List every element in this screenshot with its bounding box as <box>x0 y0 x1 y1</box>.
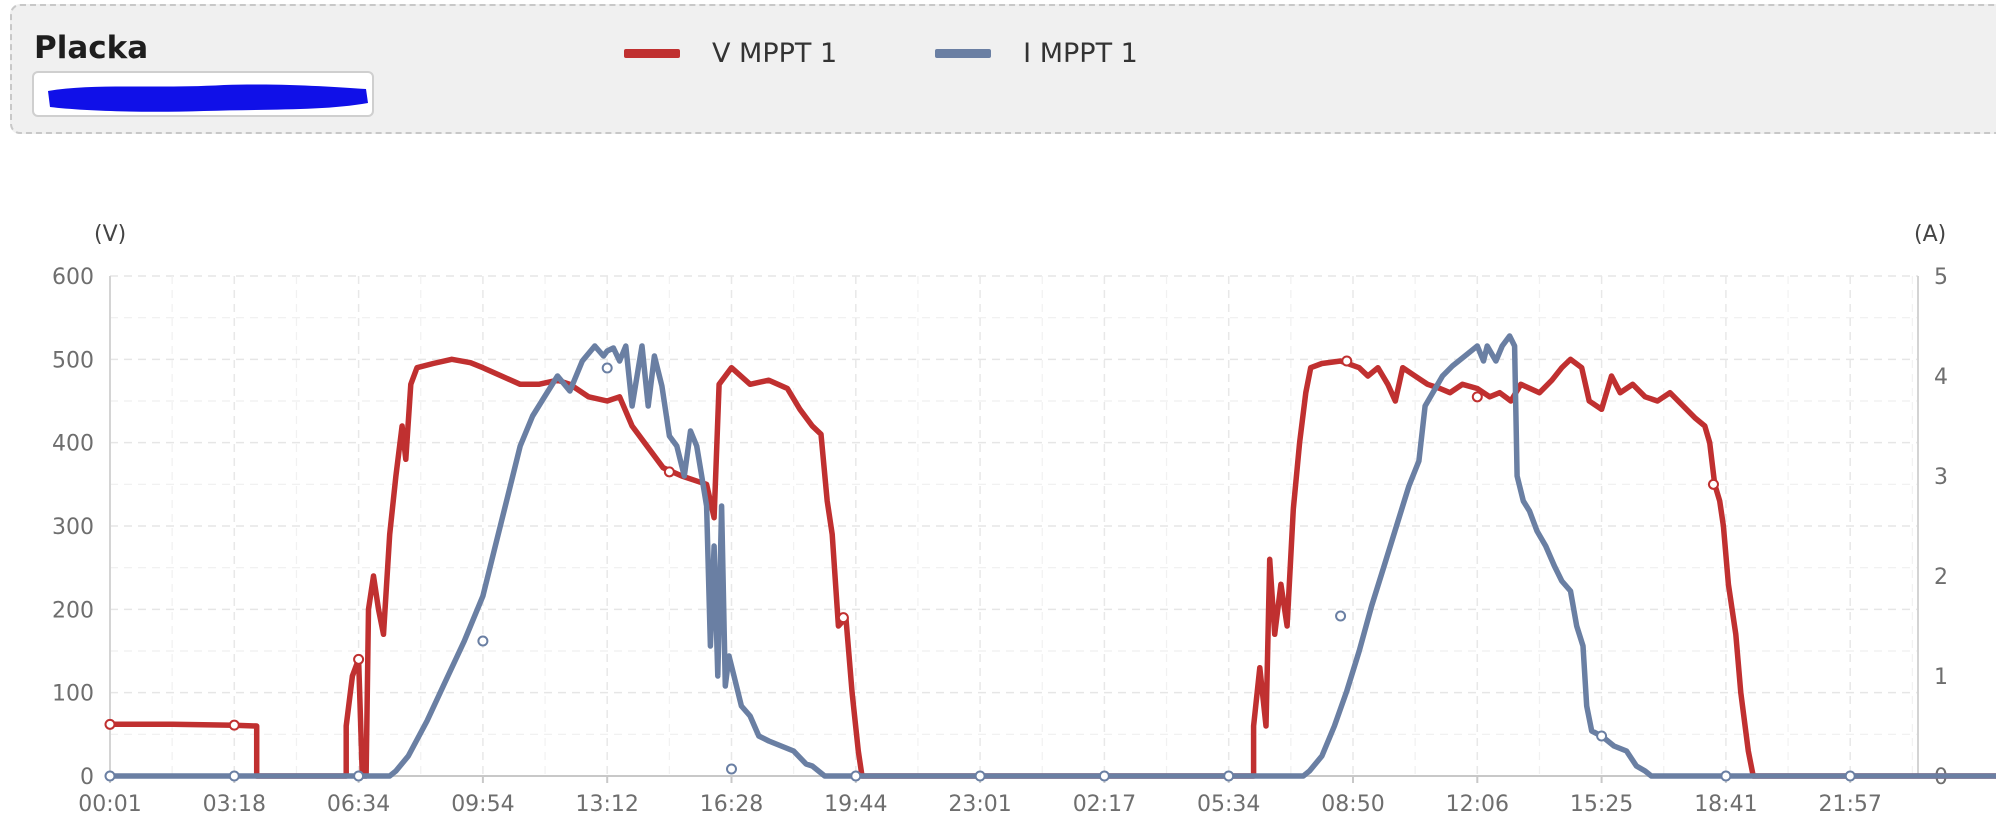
x-tick-label: 05:34 <box>1197 792 1260 817</box>
data-point-v-mppt-1 <box>1341 355 1353 367</box>
y-left-tick-label: 100 <box>52 682 94 707</box>
legend-item-i-mppt-1[interactable]: I MPPT 1 <box>935 38 1138 69</box>
x-tick-label: 12:06 <box>1446 792 1509 817</box>
data-point-v-mppt-1 <box>663 466 675 478</box>
x-tick-label: 06:34 <box>327 792 390 817</box>
x-tick-label: 18:41 <box>1694 792 1757 817</box>
y-left-tick-label: 300 <box>52 515 94 540</box>
y-left-tick-label: 600 <box>52 265 94 290</box>
x-tick-label: 03:18 <box>203 792 266 817</box>
series-line-i-mppt-1 <box>107 333 1996 779</box>
chart-grid <box>110 275 1918 777</box>
y-left-tick-label: 500 <box>52 348 94 373</box>
data-point-i-mppt-1 <box>1098 770 1110 782</box>
y-left-tick-label: 200 <box>52 598 94 623</box>
filter-panel: Placka V MPPT 1 I MPPT 1 <box>10 4 1996 134</box>
x-tick-label: 16:28 <box>700 792 763 817</box>
chart-series <box>107 333 1996 779</box>
legend-swatch-v-mppt-1 <box>624 49 680 58</box>
data-point-i-mppt-1 <box>974 770 986 782</box>
chart-markers <box>104 355 1856 782</box>
x-tick-label: 08:50 <box>1321 792 1384 817</box>
data-point-v-mppt-1 <box>353 653 365 665</box>
y-right-tick-label: 4 <box>1934 365 1948 390</box>
y-left-tick-label: 400 <box>52 432 94 457</box>
legend-label-v-mppt-1: V MPPT 1 <box>712 38 838 69</box>
y-right-unit: (A) <box>1914 222 1946 247</box>
legend-swatch-i-mppt-1 <box>935 49 992 58</box>
x-tick-label: 15:25 <box>1570 792 1633 817</box>
data-point-i-mppt-1 <box>1720 770 1732 782</box>
x-tick-label: 09:54 <box>451 792 514 817</box>
device-select[interactable] <box>32 71 374 117</box>
y-left-tick-label: 0 <box>80 765 94 790</box>
y-right-tick-label: 3 <box>1934 465 1948 490</box>
y-right-tick-label: 2 <box>1934 565 1948 590</box>
legend-item-v-mppt-1[interactable]: V MPPT 1 <box>624 38 837 69</box>
data-point-i-mppt-1 <box>1223 770 1235 782</box>
y-left-unit: (V) <box>94 222 126 247</box>
data-point-v-mppt-1 <box>1707 478 1719 490</box>
legend-label-i-mppt-1: I MPPT 1 <box>1023 38 1138 69</box>
y-right-tick-label: 1 <box>1934 665 1948 690</box>
panel-title: Placka <box>34 30 149 66</box>
data-point-v-mppt-1 <box>837 612 849 624</box>
data-point-v-mppt-1 <box>1471 391 1483 403</box>
data-point-i-mppt-1 <box>104 770 116 782</box>
data-point-i-mppt-1 <box>477 635 489 647</box>
x-tick-label: 13:12 <box>575 792 638 817</box>
redaction-scribble <box>48 84 368 112</box>
data-point-i-mppt-1 <box>601 362 613 374</box>
x-tick-label: 00:01 <box>78 792 141 817</box>
chart-legend: V MPPT 1 I MPPT 1 <box>624 38 1236 69</box>
data-point-i-mppt-1 <box>1844 770 1856 782</box>
data-point-v-mppt-1 <box>228 719 240 731</box>
data-point-i-mppt-1 <box>1596 730 1608 742</box>
data-point-i-mppt-1 <box>726 763 737 775</box>
x-tick-label: 19:44 <box>824 792 887 817</box>
data-point-i-mppt-1 <box>353 770 365 782</box>
data-point-i-mppt-1 <box>850 770 862 782</box>
x-tick-label: 02:17 <box>1073 792 1136 817</box>
data-point-i-mppt-1 <box>1335 610 1347 622</box>
data-point-v-mppt-1 <box>104 718 116 730</box>
data-point-i-mppt-1 <box>228 770 240 782</box>
x-tick-label: 23:01 <box>948 792 1011 817</box>
y-right-tick-label: 5 <box>1934 265 1948 290</box>
x-tick-label: 21:57 <box>1818 792 1881 817</box>
